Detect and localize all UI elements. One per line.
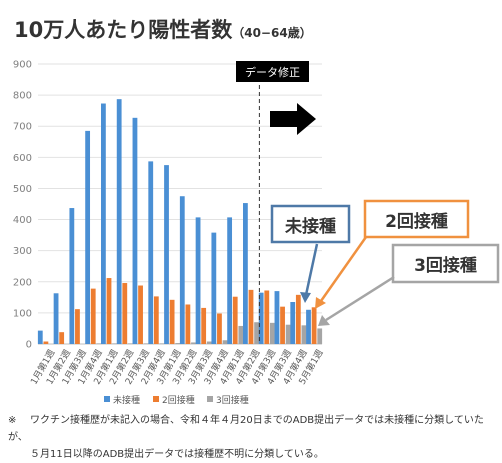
bar-未接種-15 <box>258 292 264 344</box>
bar-3回接種-11 <box>206 341 212 344</box>
chart-title: 10万人あたり陽性者数（40−64歳） <box>14 14 312 44</box>
bar-未接種-16 <box>274 291 280 344</box>
legend-swatch-未接種 <box>104 396 110 402</box>
bar-未接種-18 <box>306 309 311 344</box>
bar-未接種-14 <box>243 203 248 344</box>
bar-2回接種-17 <box>295 294 301 344</box>
callout-label-unvaccinated: 未接種 <box>284 216 336 237</box>
bar-3回接種-18 <box>317 328 323 344</box>
bar-2回接種-6 <box>122 283 128 344</box>
bar-3回接種-12 <box>222 340 228 344</box>
bar-3回接種-4 <box>96 343 102 344</box>
bar-3回接種-17 <box>301 325 307 344</box>
bar-3回接種-16 <box>285 324 291 344</box>
callout-label-three-dose: 3回接種 <box>414 255 477 276</box>
bar-3回接種-5 <box>112 343 117 344</box>
bar-2回接種-2 <box>59 332 65 344</box>
bar-2回接種-12 <box>217 313 222 344</box>
callout-arrow-unvaccinated <box>304 243 319 296</box>
callout-arrowhead-two-dose <box>315 297 326 309</box>
right-arrow-icon <box>270 103 316 135</box>
bar-2回接種-15 <box>264 290 270 344</box>
bar-2回接種-10 <box>185 304 191 344</box>
bar-未接種-11 <box>195 217 201 344</box>
legend-swatch-2回接種 <box>153 396 159 402</box>
bar-2回接種-5 <box>106 278 112 344</box>
revision-label-box <box>236 61 309 82</box>
bar-2回接種-13 <box>232 296 238 344</box>
bar-未接種-10 <box>179 196 185 344</box>
chart-title-sub: （40−64歳） <box>232 26 312 40</box>
bar-2回接種-11 <box>201 307 207 344</box>
bar-2回接種-16 <box>280 306 285 344</box>
y-tick-label-900: 900 <box>13 60 32 71</box>
legend-label-2回接種: 2回接種 <box>162 394 195 406</box>
callout-box-three-dose <box>391 243 500 284</box>
y-tick-label-200: 200 <box>13 277 32 288</box>
callout-arrowhead-unvaccinated <box>300 292 311 303</box>
y-tick-label-800: 800 <box>13 91 32 102</box>
bar-未接種-1 <box>37 330 43 344</box>
bar-3回接種-9 <box>175 343 181 344</box>
footnote-line-2: ５月11日以降のADB提出データでは接種歴不明に分類している。 <box>30 449 324 460</box>
callout-label-two-dose: 2回接種 <box>385 211 448 232</box>
y-tick-label-100: 100 <box>13 308 32 319</box>
footnote-line-1: ワクチン接種歴が未記入の場合、令和４年４月20日までのADB提出データでは未接種… <box>8 415 484 443</box>
y-tick-label-500: 500 <box>13 184 32 195</box>
y-tick-label-600: 600 <box>13 153 32 164</box>
callout-box-unvaccinated <box>270 204 351 244</box>
bar-未接種-13 <box>227 217 233 344</box>
callout-arrow-two-dose <box>319 236 368 302</box>
legend-label-3回接種: 3回接種 <box>216 394 249 406</box>
bar-3回接種-10 <box>191 342 196 344</box>
legend-swatch-3回接種 <box>207 396 213 402</box>
bar-2回接種-14 <box>248 289 254 344</box>
bar-3回接種-7 <box>143 343 149 344</box>
bar-2回接種-8 <box>153 296 159 344</box>
bar-2回接種-9 <box>169 299 175 344</box>
bar-2回接種-18 <box>311 307 317 344</box>
bar-未接種-5 <box>101 103 106 344</box>
callout-box-two-dose <box>363 199 470 239</box>
bar-未接種-17 <box>290 302 296 344</box>
bar-2回接種-4 <box>90 288 96 344</box>
bar-chart: 01002003004005006007008009001月第1週1月第2週1月… <box>13 60 500 406</box>
bar-3回接種-8 <box>159 343 165 344</box>
bar-未接種-2 <box>53 293 59 344</box>
y-tick-label-0: 0 <box>26 340 32 351</box>
revision-label: データ修正 <box>245 65 300 79</box>
legend-label-未接種: 未接種 <box>113 394 140 406</box>
chart-title-main: 10万人あたり陽性者数 <box>14 18 233 42</box>
bar-2回接種-7 <box>138 285 143 344</box>
bar-未接種-8 <box>148 161 154 344</box>
callout-arrow-three-dose <box>325 275 395 322</box>
bar-3回接種-13 <box>238 325 244 344</box>
footnote: ※ ワクチン接種歴が未記入の場合、令和４年４月20日までのADB提出データでは未接… <box>8 412 498 463</box>
bar-3回接種-15 <box>269 322 275 344</box>
bar-2回接種-3 <box>75 309 80 344</box>
bar-未接種-6 <box>116 99 122 345</box>
callout-arrowhead-three-dose <box>318 315 330 326</box>
bar-未接種-7 <box>132 117 138 344</box>
y-tick-label-400: 400 <box>13 215 32 226</box>
bar-2回接種-1 <box>43 341 49 344</box>
bar-未接種-12 <box>211 232 217 344</box>
bar-未接種-3 <box>69 208 75 344</box>
bar-3回接種-14 <box>254 322 259 344</box>
y-tick-label-700: 700 <box>13 122 32 133</box>
bar-未接種-9 <box>164 165 169 344</box>
y-tick-label-300: 300 <box>13 246 32 257</box>
bar-3回接種-6 <box>127 343 133 344</box>
footnote-mark: ※ <box>8 415 17 426</box>
bar-未接種-4 <box>85 130 91 344</box>
